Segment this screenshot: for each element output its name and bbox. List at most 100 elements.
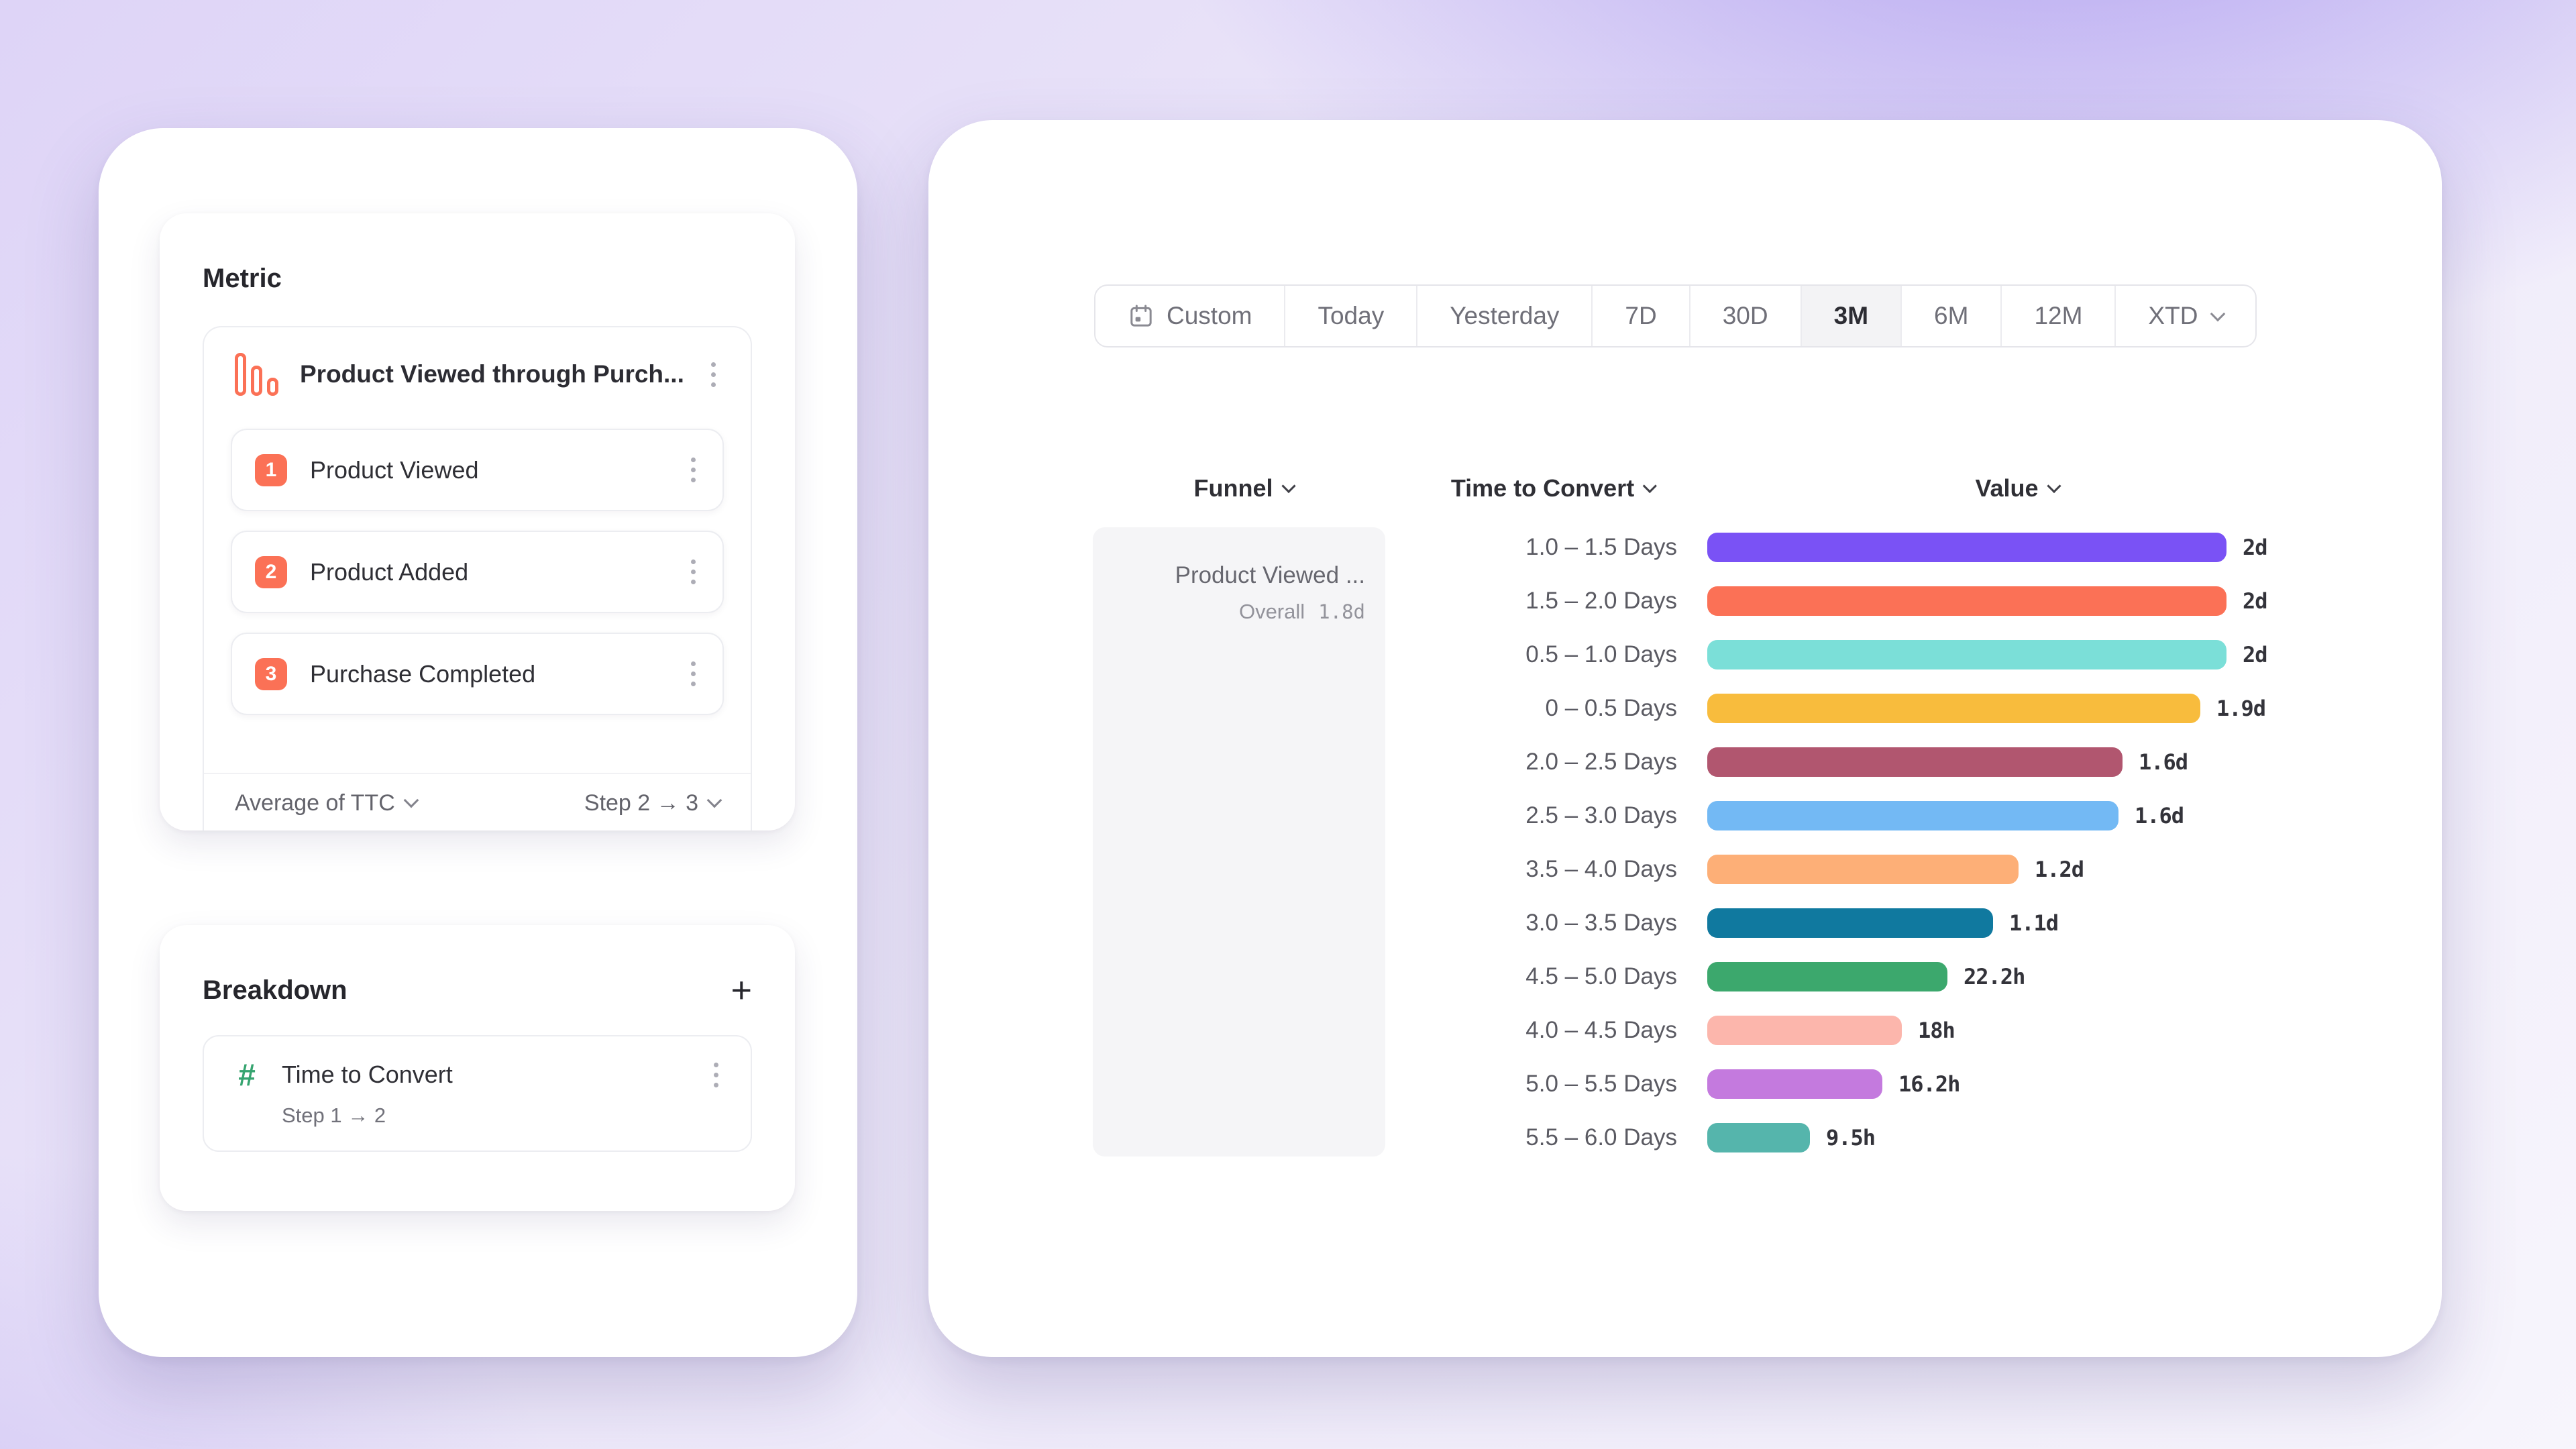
funnel-step-1[interactable]: 1 Product Viewed bbox=[231, 429, 724, 511]
chevron-down-icon bbox=[1281, 478, 1296, 493]
step-range-dropdown[interactable]: Step 2 → 3 bbox=[584, 790, 722, 816]
divider bbox=[204, 773, 751, 774]
bar[interactable] bbox=[1707, 1123, 1810, 1152]
date-range-3m[interactable]: 3M bbox=[1800, 286, 1901, 346]
bucket-label: 1.5 – 2.0 Days bbox=[1525, 588, 1677, 614]
breakdown-property-card[interactable]: # Time to Convert Step 1 → 2 bbox=[203, 1035, 752, 1152]
date-range-12m[interactable]: 12M bbox=[2000, 286, 2114, 346]
step-label: Product Added bbox=[310, 557, 469, 586]
breakdown-step-range: Step 1 → 2 bbox=[282, 1104, 386, 1127]
bar-value: 2d bbox=[2243, 588, 2268, 614]
bucket-label: 1.0 – 1.5 Days bbox=[1525, 534, 1677, 560]
date-range-xtd[interactable]: XTD bbox=[2114, 286, 2255, 346]
date-range-custom[interactable]: Custom bbox=[1095, 286, 1284, 346]
bar[interactable] bbox=[1707, 1069, 1882, 1099]
t2c-row: 2.5 – 3.0 Days 1.6d bbox=[1398, 789, 2184, 843]
date-range-30d[interactable]: 30D bbox=[1688, 286, 1801, 346]
add-breakdown-button[interactable]: + bbox=[731, 970, 752, 1010]
metric-section-title: Metric bbox=[203, 264, 282, 293]
funnel-cell-overall: Overall 1.8d bbox=[1238, 600, 1365, 623]
t2c-row: 1.5 – 2.0 Days 2d bbox=[1398, 574, 2268, 628]
step-number-badge: 1 bbox=[255, 453, 287, 486]
bar-value: 2d bbox=[2243, 535, 2268, 560]
bar[interactable] bbox=[1707, 694, 2200, 723]
chevron-down-icon bbox=[1643, 478, 1658, 493]
bar[interactable] bbox=[1707, 747, 2123, 777]
step-label: Product Viewed bbox=[310, 455, 479, 484]
bucket-label: 2.5 – 3.0 Days bbox=[1525, 802, 1677, 828]
bar-value: 1.6d bbox=[2139, 749, 2188, 775]
t2c-row: 5.5 – 6.0 Days 9.5h bbox=[1398, 1111, 1876, 1165]
step-number-badge: 3 bbox=[255, 657, 287, 690]
date-range-6m[interactable]: 6M bbox=[1900, 286, 2000, 346]
date-range-label: XTD bbox=[2148, 302, 2198, 329]
date-range-7d[interactable]: 7D bbox=[1591, 286, 1688, 346]
report-panel: Custom Today Yesterday 7D 30D 3M 6M 12M XTD Funn… bbox=[928, 120, 2442, 1357]
t2c-row: 0 – 0.5 Days 1.9d bbox=[1398, 682, 2266, 735]
hash-icon: # bbox=[238, 1057, 256, 1092]
t2c-row: 4.5 – 5.0 Days 22.2h bbox=[1398, 950, 2025, 1004]
bar[interactable] bbox=[1707, 640, 2226, 669]
funnel-step-3[interactable]: 3 Purchase Completed bbox=[231, 633, 724, 715]
chevron-down-icon bbox=[706, 792, 722, 808]
bar[interactable] bbox=[1707, 908, 1993, 938]
funnel-metric-title: Product Viewed through Purch... bbox=[300, 360, 684, 388]
bucket-label: 2.0 – 2.5 Days bbox=[1525, 749, 1677, 775]
bar-value: 22.2h bbox=[1964, 964, 2025, 989]
funnel-step-2[interactable]: 2 Product Added bbox=[231, 531, 724, 613]
t2c-row: 0.5 – 1.0 Days 2d bbox=[1398, 628, 2268, 682]
kebab-menu-icon[interactable] bbox=[707, 358, 720, 391]
breakdown-section: Breakdown + # Time to Convert Step 1 → 2 bbox=[160, 925, 795, 1211]
step-label: Purchase Completed bbox=[310, 659, 536, 688]
measurement-dropdown[interactable]: Average of TTC bbox=[235, 790, 419, 816]
bar-value: 1.2d bbox=[2035, 857, 2084, 882]
kebab-menu-icon[interactable] bbox=[687, 657, 700, 690]
funnel-cell-name: Product Viewed ... bbox=[1175, 562, 1365, 588]
bar[interactable] bbox=[1707, 586, 2226, 616]
column-header-value[interactable]: Value bbox=[1975, 474, 2061, 502]
date-range-label: 6M bbox=[1934, 302, 1969, 329]
bar[interactable] bbox=[1707, 533, 2226, 562]
bar-value: 1.1d bbox=[2009, 910, 2059, 936]
bar-value: 1.6d bbox=[2135, 803, 2184, 828]
funnel-metric-header[interactable]: Product Viewed through Purch... bbox=[204, 327, 751, 421]
date-range-label: Custom bbox=[1167, 302, 1252, 329]
bucket-label: 4.0 – 4.5 Days bbox=[1525, 1017, 1677, 1043]
measurement-label: Average of TTC bbox=[235, 790, 395, 816]
date-range-today[interactable]: Today bbox=[1284, 286, 1416, 346]
kebab-menu-icon[interactable] bbox=[710, 1059, 722, 1091]
bar[interactable] bbox=[1707, 962, 1947, 991]
bucket-label: 5.0 – 5.5 Days bbox=[1525, 1071, 1677, 1097]
t2c-row: 5.0 – 5.5 Days 16.2h bbox=[1398, 1057, 1960, 1111]
bucket-label: 5.5 – 6.0 Days bbox=[1525, 1124, 1677, 1150]
t2c-row: 3.5 – 4.0 Days 1.2d bbox=[1398, 843, 2084, 896]
date-range-yesterday[interactable]: Yesterday bbox=[1416, 286, 1591, 346]
step-number-badge: 2 bbox=[255, 555, 287, 588]
date-range-label: Yesterday bbox=[1450, 302, 1560, 329]
date-range-label: 12M bbox=[2034, 302, 2083, 329]
bucket-label: 3.0 – 3.5 Days bbox=[1525, 910, 1677, 936]
bar[interactable] bbox=[1707, 801, 2118, 830]
bucket-label: 0 – 0.5 Days bbox=[1545, 695, 1678, 721]
column-header-time-to-convert[interactable]: Time to Convert bbox=[1451, 474, 1658, 502]
bar[interactable] bbox=[1707, 855, 2019, 884]
bar-value: 1.9d bbox=[2216, 696, 2266, 721]
bar-value: 9.5h bbox=[1826, 1125, 1876, 1150]
kebab-menu-icon[interactable] bbox=[687, 555, 700, 588]
date-range-label: 7D bbox=[1625, 302, 1657, 329]
bar-value: 18h bbox=[1918, 1018, 1955, 1043]
funnel-chart-icon bbox=[235, 353, 278, 396]
date-range-label: Today bbox=[1318, 302, 1385, 329]
funnel-cell: Product Viewed ... Overall 1.8d bbox=[1093, 527, 1385, 1157]
bar-value: 16.2h bbox=[1898, 1071, 1960, 1097]
chevron-down-icon bbox=[2047, 478, 2061, 493]
column-header-funnel[interactable]: Funnel bbox=[1194, 474, 1296, 502]
calendar-icon bbox=[1130, 305, 1152, 327]
step-range-label: Step 2 → 3 bbox=[584, 790, 698, 816]
kebab-menu-icon[interactable] bbox=[687, 453, 700, 486]
bar[interactable] bbox=[1707, 1016, 1902, 1045]
date-range-label: 3M bbox=[1833, 302, 1869, 329]
date-range-picker: Custom Today Yesterday 7D 30D 3M 6M 12M XTD bbox=[1094, 284, 2257, 347]
date-range-label: 30D bbox=[1722, 302, 1768, 329]
